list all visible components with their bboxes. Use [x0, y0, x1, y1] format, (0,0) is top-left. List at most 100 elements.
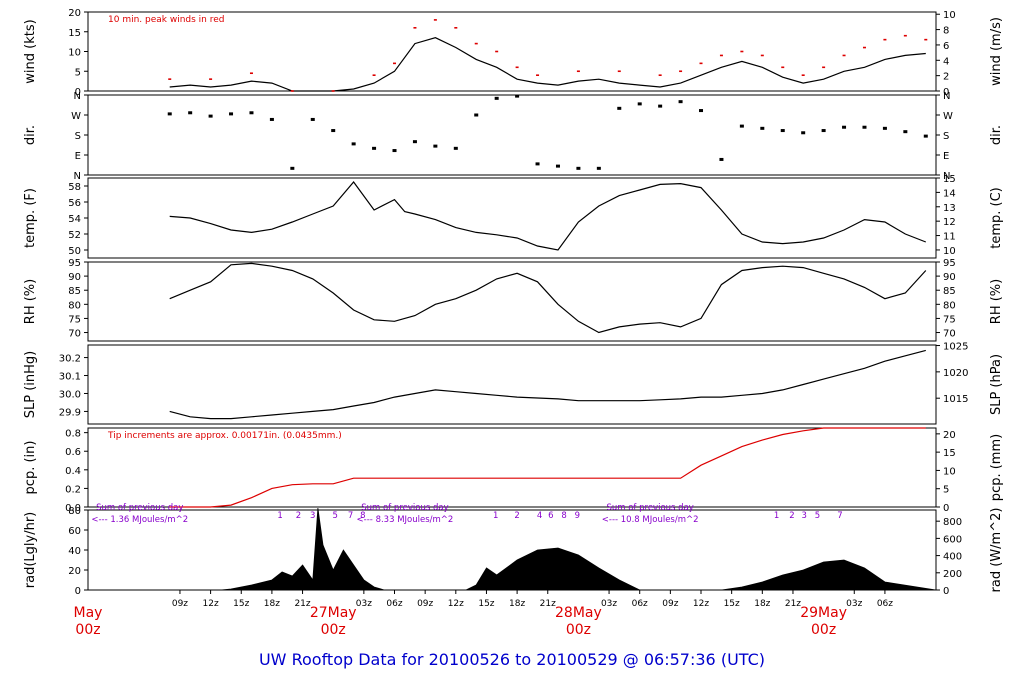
x-axis-tick-label: 06z: [877, 599, 893, 609]
x-axis-tick-label: 18z: [509, 599, 525, 609]
x-axis-tick-label: 06z: [386, 599, 402, 609]
slp-left-tick-label: 29.9: [59, 407, 81, 418]
wind-left-tick-label: 5: [75, 67, 81, 78]
wind-peak-mark: [719, 54, 723, 57]
rad-left-tick-label: 40: [68, 546, 81, 557]
temp-left-tick-label: 50: [68, 246, 81, 257]
dir-data-point: [208, 114, 213, 118]
wind-peak-mark: [576, 70, 580, 73]
rh-left-tick-label: 85: [68, 286, 81, 297]
rh-right-tick-label: 90: [943, 272, 956, 283]
wind-right-axis-label: wind (m/s): [989, 17, 1004, 86]
date-label-line2: 00z: [75, 622, 100, 638]
rad-hour-mark: 5: [815, 511, 820, 521]
rad-hour-mark: 1: [277, 511, 282, 521]
date-label-line1: 29May: [800, 605, 847, 621]
wind-peak-mark: [883, 38, 887, 41]
temp-left-tick-label: 52: [68, 230, 81, 241]
slp-right-tick-label: 1015: [943, 394, 968, 405]
dir-left-tick-label: N: [74, 91, 81, 102]
temp-left-tick-label: 58: [68, 182, 81, 193]
dir-right-tick-label: E: [943, 151, 949, 162]
wind-peak-mark: [760, 54, 764, 57]
rh-right-tick-label: 75: [943, 314, 956, 325]
wind-peak-mark: [862, 46, 866, 49]
wind-peak-mark: [249, 72, 253, 75]
date-label-line2: 00z: [811, 622, 836, 638]
rh-panel-frame: [87, 261, 937, 342]
slp-right-axis-label: SLP (hPa): [989, 354, 1004, 415]
x-axis-tick-label: 09z: [172, 599, 188, 609]
wind-peak-mark: [515, 66, 519, 69]
dir-data-point: [474, 113, 479, 117]
wind-peak-mark: [822, 66, 826, 69]
x-axis-tick-label: 18z: [264, 599, 280, 609]
temp-line-series: [169, 181, 927, 251]
dir-left-tick-label: W: [71, 111, 81, 122]
rh-right-tick-label: 80: [943, 300, 956, 311]
temp-right-tick-label: 15: [943, 174, 956, 185]
dir-data-point: [923, 134, 928, 138]
slp-line-series: [169, 349, 926, 420]
pcp-left-tick-label: 0.8: [65, 429, 81, 440]
dir-data-point: [290, 166, 295, 170]
x-axis-tick-label: 03z: [356, 599, 372, 609]
rad-hour-mark: 6: [548, 511, 553, 521]
dir-data-point: [269, 117, 274, 121]
dir-data-point: [453, 146, 458, 150]
slp-right-tick-label: 1020: [943, 368, 968, 379]
pcp-panel-frame: [87, 427, 937, 508]
pcp-line-series: [169, 427, 926, 508]
rh-right-tick-label: 95: [943, 258, 956, 269]
pcp-right-tick-label: 10: [943, 466, 956, 477]
wind-peak-mark: [740, 50, 744, 53]
date-label-line1: 27May: [310, 605, 357, 621]
pcp-left-tick-label: 0.0: [65, 503, 81, 514]
wind-peak-mark: [454, 27, 458, 29]
rad-hour-mark: 3: [801, 511, 806, 521]
dir-left-tick-label: N: [74, 171, 81, 182]
wind-peak-mark: [433, 19, 437, 21]
rad-right-tick-label: 400: [943, 552, 962, 563]
pcp-right-tick-label: 5: [943, 485, 949, 496]
date-label-line1: 28May: [555, 605, 602, 621]
x-axis-tick-label: 15z: [233, 599, 249, 609]
dir-data-point: [188, 111, 193, 115]
x-axis-tick-label: 21z: [785, 599, 801, 609]
date-label-line2: 00z: [566, 622, 591, 638]
pcp-left-axis-label: pcp. (in): [23, 441, 38, 495]
x-axis-tick-label: 09z: [417, 599, 433, 609]
wind-peak-mark: [842, 54, 846, 57]
wind-left-tick-label: 20: [68, 8, 81, 19]
temp-right-tick-label: 11: [943, 232, 956, 243]
x-axis-tick-label: 12z: [448, 599, 464, 609]
temp-right-tick-label: 10: [943, 246, 956, 257]
wind-right-tick-label: 6: [943, 41, 949, 52]
dir-data-point: [167, 112, 172, 116]
rad-hour-mark: 8: [561, 511, 566, 521]
wind-right-tick-label: 0: [943, 87, 949, 98]
wind-peak-mark: [290, 90, 294, 92]
dir-right-tick-label: W: [943, 111, 953, 122]
rh-right-axis-label: RH (%): [989, 279, 1004, 324]
dir-data-point: [392, 149, 397, 153]
pcp-left-tick-label: 0.2: [65, 484, 81, 495]
pcp-right-axis-label: pcp. (mm): [989, 434, 1004, 501]
dir-data-point: [637, 102, 642, 106]
rad-right-tick-label: 600: [943, 534, 962, 545]
rad-hour-mark: 8: [360, 511, 365, 521]
rh-right-tick-label: 85: [943, 286, 956, 297]
dir-left-tick-label: S: [75, 131, 81, 142]
rad-left-tick-label: 80: [68, 506, 81, 517]
slp-left-tick-label: 30.2: [59, 354, 81, 365]
rad-hour-mark: 2: [514, 511, 519, 521]
wind-right-tick-label: 10: [943, 10, 956, 21]
dir-data-point: [903, 130, 908, 134]
x-axis-tick-label: 21z: [294, 599, 310, 609]
dir-data-point: [596, 166, 601, 170]
rad-left-axis-label: rad(Lgly/hr): [23, 512, 38, 588]
rad-left-tick-label: 60: [68, 526, 81, 537]
temp-right-tick-label: 14: [943, 188, 956, 199]
rad-hour-mark: 2: [789, 511, 794, 521]
